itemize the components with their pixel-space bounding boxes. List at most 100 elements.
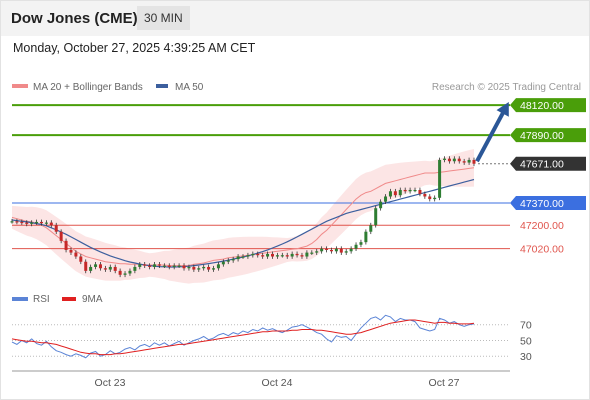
candle-body xyxy=(79,256,83,262)
candle-body xyxy=(275,255,279,257)
candle-body xyxy=(462,161,466,163)
forecast-arrow-shaft xyxy=(475,108,507,163)
candle-body xyxy=(408,189,412,192)
candle-body xyxy=(103,268,107,270)
bollinger-legend-label: MA 20 + Bollinger Bands xyxy=(33,82,143,93)
candle-body xyxy=(69,249,73,253)
x-tick-oct27: Oct 27 xyxy=(429,377,460,389)
candle-body xyxy=(241,256,245,258)
candle-body xyxy=(467,159,471,163)
candle-body xyxy=(98,264,102,269)
candle-body xyxy=(428,196,432,200)
candle-body xyxy=(94,264,98,267)
ma50-legend-label: MA 50 xyxy=(175,82,204,93)
candle-body xyxy=(172,265,176,267)
rsi-tick-30: 30 xyxy=(520,351,532,363)
candle-body xyxy=(153,264,157,267)
rsi-legend-swatch xyxy=(12,297,28,301)
level-value-47200.00: 47200.00 xyxy=(520,220,564,232)
level-value-47020.00: 47020.00 xyxy=(520,244,564,256)
candle-body xyxy=(320,248,324,252)
instrument-title: Dow Jones (CME) xyxy=(11,10,138,27)
candle-body xyxy=(266,253,270,257)
candle-body xyxy=(295,253,299,256)
candle-body xyxy=(226,260,230,262)
candle-body xyxy=(108,266,112,270)
candle-body xyxy=(20,221,24,224)
candle-body xyxy=(30,222,34,224)
candle-body xyxy=(39,221,43,224)
candle-body xyxy=(354,244,358,249)
candle-body xyxy=(261,255,265,257)
candle-body xyxy=(280,255,284,257)
candle-body xyxy=(433,197,437,200)
level-value-48120.00: 48120.00 xyxy=(520,100,564,112)
candle-body xyxy=(59,231,63,241)
candle-body xyxy=(256,253,260,256)
header-bar xyxy=(1,1,589,36)
candle-body xyxy=(290,253,294,257)
x-tick-oct23: Oct 23 xyxy=(95,377,126,389)
interval-selector[interactable]: 30 MIN xyxy=(137,6,190,30)
candle-body xyxy=(162,265,166,267)
level-value-47671.00: 47671.00 xyxy=(520,159,564,171)
candle-body xyxy=(167,265,171,267)
candle-body xyxy=(393,191,397,196)
candle-body xyxy=(10,221,14,223)
candle-body xyxy=(207,266,211,270)
candle-body xyxy=(236,256,240,260)
candle-body xyxy=(398,189,402,196)
candle-body xyxy=(325,248,329,250)
candle-body xyxy=(182,265,186,269)
rsi-line xyxy=(11,314,475,359)
rsi-ma-line xyxy=(11,319,475,356)
candle-body xyxy=(113,266,117,271)
candle-body xyxy=(192,266,196,270)
level-tag-48120.00 xyxy=(510,98,586,113)
candle-body xyxy=(44,222,48,224)
candle-body xyxy=(379,201,383,209)
candle-body xyxy=(54,225,58,232)
bollinger-band xyxy=(12,149,474,284)
candle-body xyxy=(418,189,422,194)
candle-body xyxy=(15,221,19,223)
candle-body xyxy=(364,231,368,243)
candle-body xyxy=(300,255,304,257)
candle-body xyxy=(285,255,289,257)
candle-body xyxy=(138,264,142,267)
candle-body xyxy=(231,259,235,261)
candle-body xyxy=(157,264,161,266)
candle-body xyxy=(64,240,68,250)
rsi-ma-legend-label: 9MA xyxy=(82,294,103,305)
candle-body xyxy=(118,270,122,275)
candle-body xyxy=(310,252,314,254)
candle-body xyxy=(35,221,39,224)
candle-body xyxy=(128,270,132,274)
candle-body xyxy=(472,159,476,164)
rsi-tick-50: 50 xyxy=(520,335,532,347)
bollinger-legend-swatch xyxy=(12,84,28,88)
candle-body xyxy=(423,193,427,197)
candle-body xyxy=(148,265,152,267)
candle-body xyxy=(315,251,319,253)
rsi-plot: 70 50 30 xyxy=(11,314,532,363)
candle-body xyxy=(177,265,181,267)
candle-body xyxy=(329,249,333,252)
candle-body xyxy=(187,266,191,269)
candle-body xyxy=(457,158,461,162)
candle-body xyxy=(334,248,338,252)
candle-body xyxy=(49,222,53,226)
forecast-arrow-head xyxy=(496,102,509,117)
level-tag-47370.00 xyxy=(510,196,586,211)
level-tag-47890.00 xyxy=(510,128,586,143)
candle-body xyxy=(339,248,343,253)
candle-body xyxy=(344,251,348,253)
candle-body xyxy=(74,252,78,257)
candle-body xyxy=(305,252,309,257)
price-plot: 48120.00 47890.00 47671.00 47370.00 47200.00… xyxy=(10,98,586,284)
candle-body xyxy=(251,253,255,256)
level-tag-47671.00 xyxy=(510,156,586,171)
candle-body xyxy=(369,225,373,232)
credit-text: Research © 2025 Trading Central xyxy=(432,82,581,93)
